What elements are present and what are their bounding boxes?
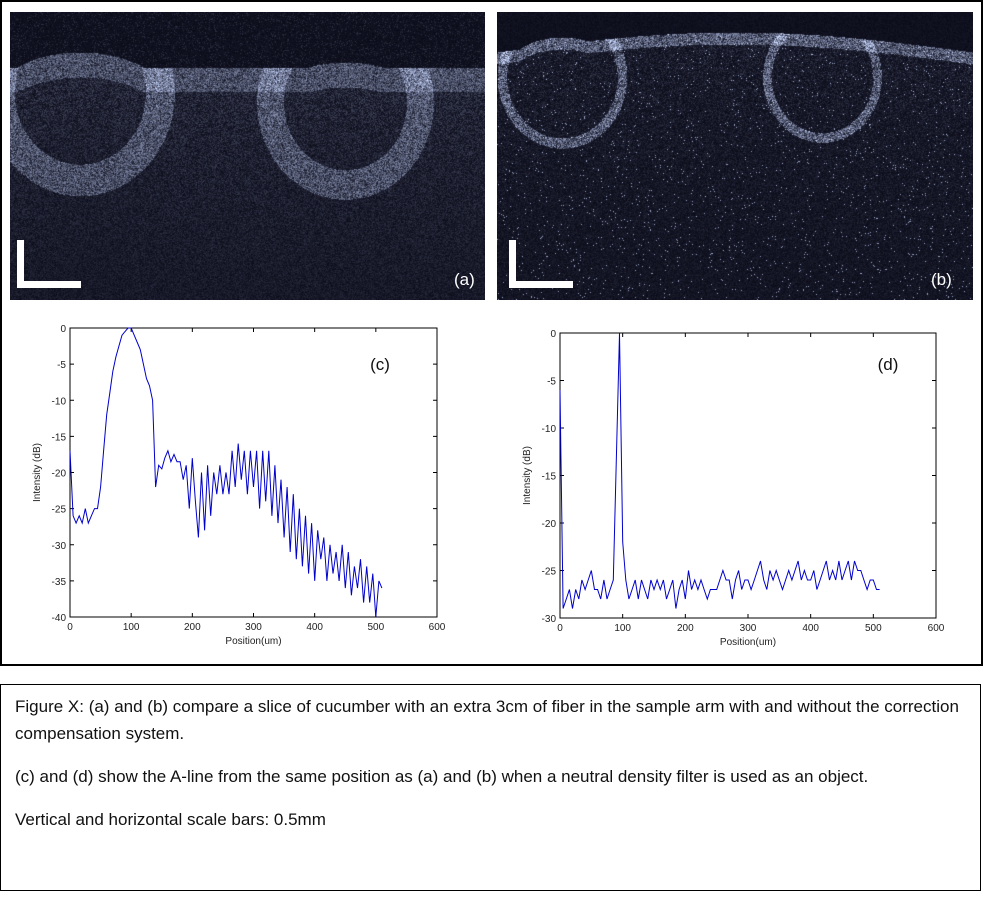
x-tick-label: 500: [865, 623, 882, 634]
scale-bar-horizontal: [17, 281, 81, 288]
y-tick-label: 0: [550, 329, 556, 340]
x-tick-label: 100: [123, 622, 140, 633]
x-tick-label: 0: [67, 622, 73, 633]
oct-image-a: (a): [10, 12, 485, 300]
plot-c: 0 100 200 300 400 500 600 0 -5 -10 -15 -20 -25 -30 -35…: [0, 310, 490, 665]
x-tick-label: 200: [184, 622, 201, 633]
y-tick-label: -10: [52, 396, 67, 407]
caption-paragraph-2: (c) and (d) show the A-line from the sam…: [15, 767, 869, 786]
x-tick-label: 400: [306, 622, 323, 633]
y-tick-label: -20: [52, 469, 67, 480]
plot-axes-box: [559, 332, 937, 619]
y-tick-label: -40: [52, 613, 67, 624]
y-tick-label: -30: [52, 541, 67, 552]
plot-d-svg: 0 100 200 300 400 500 600 0 -5 -10 -15 -20 -25 -30 Pos…: [522, 329, 945, 648]
figure-caption: Figure X: (a) and (b) compare a slice of…: [0, 684, 981, 891]
series-line: [559, 332, 880, 609]
series-line: [69, 327, 383, 618]
x-axis-label: Position(um): [720, 637, 776, 648]
oct-image-b: (b): [497, 12, 973, 300]
x-tick-label: 0: [557, 623, 563, 634]
y-tick-label: -5: [547, 377, 556, 388]
x-tick-label: 200: [677, 623, 694, 634]
panel-label-a: (a): [454, 270, 475, 289]
y-tick-label: 0: [60, 324, 66, 335]
y-tick-label: -30: [542, 614, 557, 625]
x-tick-label: 500: [367, 622, 384, 633]
caption-paragraph-1: Figure X: (a) and (b) compare a slice of…: [15, 697, 959, 743]
panel-label-c: (c): [370, 355, 390, 374]
scale-bar-horizontal: [509, 281, 573, 288]
x-tick-label: 300: [740, 623, 757, 634]
y-tick-label: -25: [542, 567, 557, 578]
plot-c-svg: 0 100 200 300 400 500 600 0 -5 -10 -15 -20 -25 -30 -35…: [32, 324, 446, 647]
y-tick-label: -20: [542, 519, 557, 530]
plot-axes-box: [69, 327, 438, 618]
y-tick-label: -15: [52, 432, 67, 443]
y-tick-label: -5: [57, 360, 66, 371]
scale-bar-vertical: [509, 240, 516, 288]
oct-image-b-canvas: [497, 12, 973, 300]
caption-paragraph-3: Vertical and horizontal scale bars: 0.5m…: [15, 810, 326, 829]
panel-label-b: (b): [931, 270, 952, 289]
oct-image-a-canvas: [10, 12, 485, 300]
plot-d: 0 100 200 300 400 500 600 0 -5 -10 -15 -20 -25 -30 Pos…: [490, 310, 980, 665]
x-tick-label: 600: [928, 623, 945, 634]
scale-bar-vertical: [17, 240, 24, 288]
x-tick-label: 300: [245, 622, 262, 633]
y-tick-label: -10: [542, 424, 557, 435]
y-tick-label: -35: [52, 577, 67, 588]
y-tick-label: -25: [52, 505, 67, 516]
y-tick-label: -15: [542, 472, 557, 483]
x-tick-label: 600: [429, 622, 446, 633]
x-axis-label: Position(um): [225, 636, 281, 647]
y-axis-label: Intensity (dB): [522, 446, 533, 505]
x-tick-label: 100: [614, 623, 631, 634]
x-tick-label: 400: [802, 623, 819, 634]
y-axis-label: Intensity (dB): [32, 443, 43, 502]
panel-label-d: (d): [878, 355, 899, 374]
